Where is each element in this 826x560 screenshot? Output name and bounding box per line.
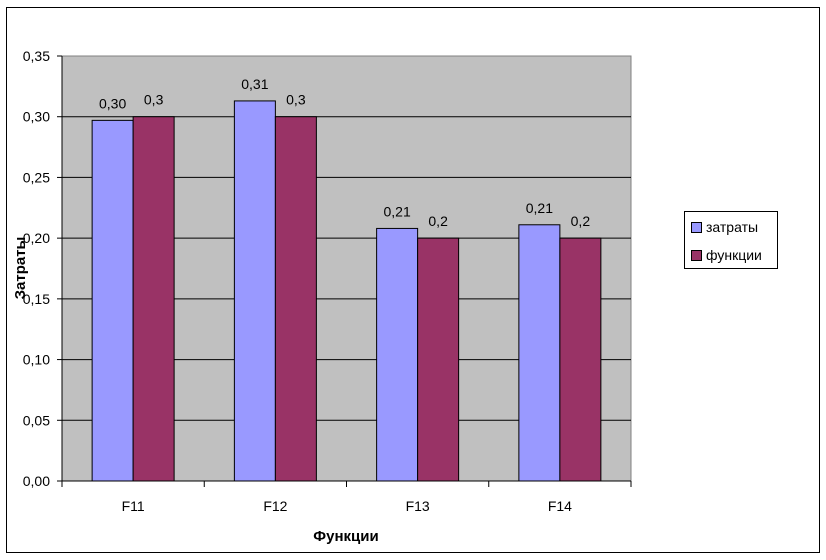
- y-axis-title: Затраты: [12, 237, 29, 300]
- data-label: 0,2: [571, 213, 591, 229]
- y-tick-label: 0,25: [23, 169, 50, 185]
- y-tick-label: 0,30: [23, 109, 50, 125]
- x-tick-label: F12: [263, 498, 287, 514]
- y-tick-label: 0,15: [23, 291, 50, 307]
- legend-label-functions: функции: [706, 247, 762, 263]
- bar: [518, 224, 561, 482]
- legend-swatch-functions: [691, 249, 702, 261]
- x-tick-label: F13: [406, 498, 430, 514]
- y-tick-label: 0,05: [23, 412, 50, 428]
- x-tick-label: F11: [122, 498, 145, 514]
- bar: [559, 237, 602, 482]
- data-labels: 0,30 0,3 0,31 0,3 0,21 0,2 0,21 0,2: [99, 76, 590, 229]
- bar: [376, 227, 419, 482]
- bar: [274, 116, 317, 482]
- y-tick-label: 0,35: [23, 48, 50, 64]
- bar: [132, 116, 175, 482]
- x-axis-title: Функции: [313, 528, 378, 545]
- x-tick-label: F14: [548, 498, 572, 514]
- bar: [233, 100, 276, 482]
- data-label: 0,21: [526, 200, 553, 216]
- y-tick-label: 0,10: [23, 352, 50, 368]
- bar: [91, 119, 134, 482]
- legend-item-costs: затраты: [691, 219, 758, 235]
- data-label: 0,2: [428, 213, 448, 229]
- bar: [417, 237, 460, 482]
- data-label: 0,3: [286, 92, 306, 108]
- data-label: 0,30: [99, 95, 126, 111]
- bars: [91, 100, 602, 482]
- legend: затраты функции: [684, 211, 778, 269]
- data-label: 0,31: [241, 76, 268, 92]
- y-tick-label: 0,00: [23, 473, 50, 489]
- legend-label-costs: затраты: [706, 219, 759, 235]
- y-tick-label: 0,20: [23, 230, 50, 246]
- legend-swatch-costs: [691, 221, 702, 233]
- data-label: 0,3: [144, 92, 164, 108]
- axes: 0,00 0,05 0,10 0,15 0,20 0,25 0,30 0,35 F11 F12 F1…: [23, 48, 632, 514]
- data-label: 0,21: [384, 203, 411, 219]
- legend-item-functions: функции: [691, 247, 762, 263]
